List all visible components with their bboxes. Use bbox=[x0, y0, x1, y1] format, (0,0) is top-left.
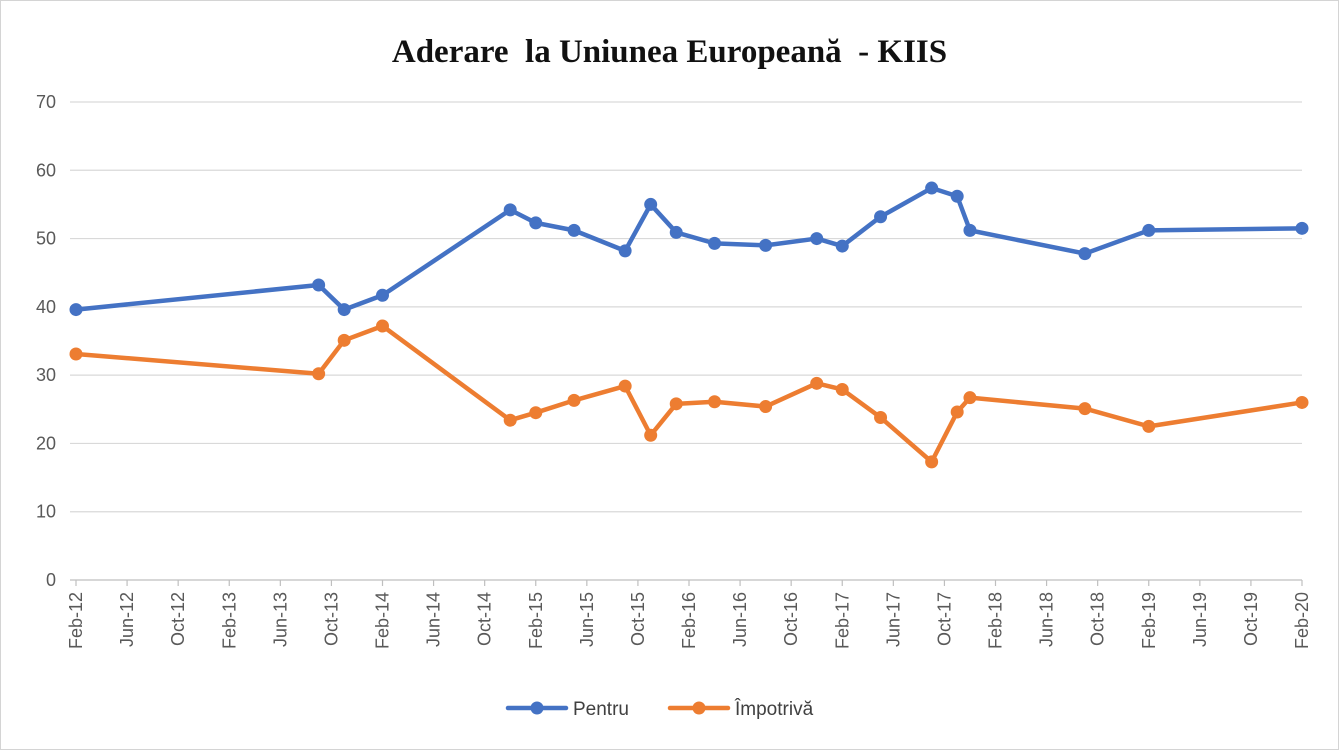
data-point bbox=[312, 278, 326, 292]
x-tick-label: Jun-19 bbox=[1190, 592, 1210, 647]
x-tick-label: Oct-18 bbox=[1088, 592, 1108, 646]
data-point bbox=[708, 236, 722, 250]
data-point bbox=[337, 333, 351, 347]
data-point bbox=[567, 393, 581, 407]
x-tick-label: Oct-16 bbox=[781, 592, 801, 646]
data-point bbox=[1078, 402, 1092, 416]
series-line-pentru bbox=[73, 185, 1305, 312]
y-tick-label: 30 bbox=[36, 365, 56, 385]
y-tick-label: 0 bbox=[46, 570, 56, 590]
data-point bbox=[567, 223, 581, 237]
data-point bbox=[69, 303, 83, 317]
x-tick-label: Oct-17 bbox=[934, 592, 954, 646]
data-point bbox=[644, 428, 658, 442]
data-point bbox=[759, 400, 773, 414]
x-tick-label: Jun-16 bbox=[730, 592, 750, 647]
data-point bbox=[950, 189, 964, 203]
x-tick-label: Oct-12 bbox=[168, 592, 188, 646]
legend-marker bbox=[692, 701, 706, 715]
data-point bbox=[376, 319, 389, 333]
data-point bbox=[69, 347, 83, 361]
data-point bbox=[874, 210, 888, 224]
x-tick-label: Oct-14 bbox=[475, 592, 495, 646]
data-point bbox=[708, 395, 722, 409]
y-tick-label: 20 bbox=[36, 433, 56, 453]
x-tick-label: Feb-18 bbox=[986, 592, 1006, 649]
data-point bbox=[1142, 223, 1156, 237]
data-point bbox=[1295, 395, 1309, 409]
x-tick-label: Jun-18 bbox=[1037, 592, 1057, 647]
data-point bbox=[618, 244, 632, 258]
x-tick-label: Feb-14 bbox=[373, 592, 393, 649]
data-point bbox=[835, 382, 849, 396]
x-tick-label: Jun-13 bbox=[270, 592, 290, 647]
x-tick-label: Feb-12 bbox=[66, 592, 86, 649]
x-tick-label: Oct-19 bbox=[1241, 592, 1261, 646]
x-tick-label: Oct-13 bbox=[321, 592, 341, 646]
legend-label: Pentru bbox=[573, 699, 629, 720]
data-point bbox=[835, 239, 849, 253]
x-tick-label: Jun-14 bbox=[424, 592, 444, 647]
x-tick-label: Feb-19 bbox=[1139, 592, 1159, 649]
data-point bbox=[312, 367, 326, 381]
x-tick-label: Feb-13 bbox=[219, 592, 239, 649]
y-tick-label: 50 bbox=[36, 229, 56, 249]
data-point bbox=[810, 376, 824, 390]
y-tick-label: 70 bbox=[36, 92, 56, 112]
data-point bbox=[529, 216, 543, 230]
x-tick-label: Feb-20 bbox=[1292, 592, 1312, 649]
legend-label: Împotrivă bbox=[734, 698, 814, 720]
data-point bbox=[337, 303, 351, 317]
data-point bbox=[874, 410, 888, 424]
data-point bbox=[376, 288, 389, 302]
data-point bbox=[529, 406, 543, 420]
data-point bbox=[503, 203, 517, 217]
x-tick-label: Feb-16 bbox=[679, 592, 699, 649]
data-point bbox=[925, 181, 939, 195]
x-tick-label: Jun-12 bbox=[117, 592, 137, 647]
x-tick-label: Feb-15 bbox=[526, 592, 546, 649]
data-point bbox=[759, 238, 773, 252]
data-point bbox=[1295, 221, 1309, 235]
chart-title: Aderare la Uniunea Europeană - KIIS bbox=[391, 34, 948, 70]
data-point bbox=[963, 223, 977, 237]
data-point bbox=[618, 379, 632, 393]
series-line-impotriva bbox=[73, 323, 1305, 465]
legend-marker bbox=[530, 701, 544, 715]
data-point bbox=[669, 225, 683, 239]
x-tick-label: Jun-17 bbox=[883, 592, 903, 647]
data-point bbox=[503, 413, 517, 427]
x-tick-label: Feb-17 bbox=[832, 592, 852, 649]
data-point bbox=[1078, 247, 1092, 261]
y-tick-label: 10 bbox=[36, 502, 56, 522]
data-point bbox=[810, 232, 824, 246]
x-tick-label: Oct-15 bbox=[628, 592, 648, 646]
data-point bbox=[950, 405, 964, 419]
y-tick-label: 40 bbox=[36, 297, 56, 317]
data-point bbox=[925, 455, 939, 469]
data-point bbox=[669, 397, 683, 411]
x-tick-label: Jun-15 bbox=[577, 592, 597, 647]
data-point bbox=[1142, 419, 1156, 433]
data-point bbox=[644, 197, 658, 211]
y-tick-label: 60 bbox=[36, 160, 56, 180]
data-point bbox=[963, 391, 977, 405]
